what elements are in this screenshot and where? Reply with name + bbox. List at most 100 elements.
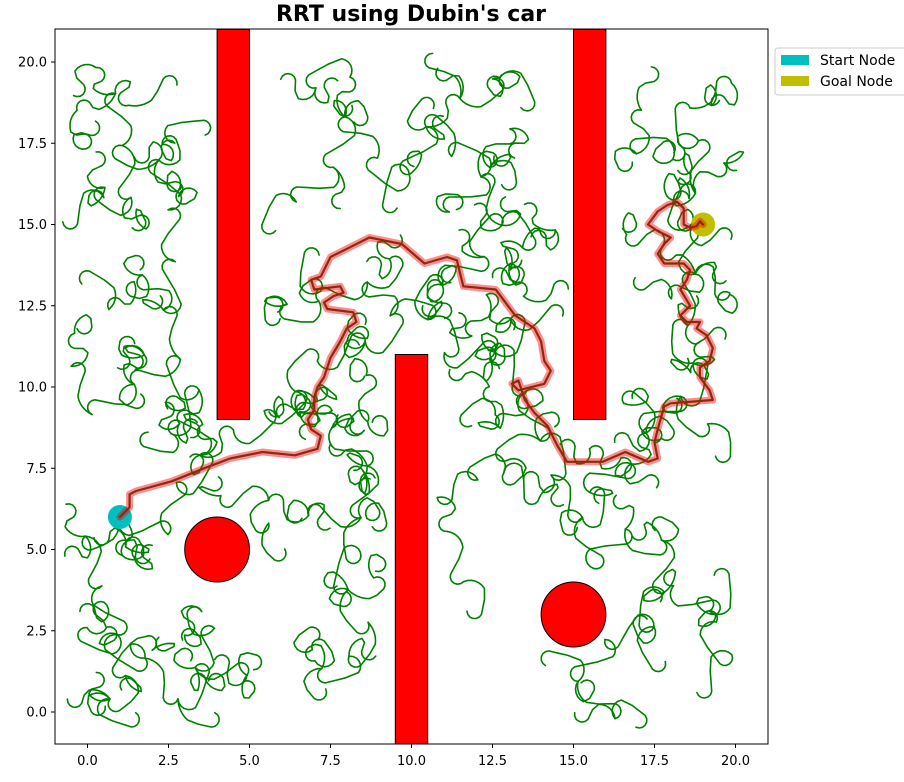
tree-branch bbox=[304, 643, 326, 670]
tree-branch bbox=[573, 703, 616, 723]
tree-branch bbox=[364, 312, 405, 355]
tree-branch bbox=[73, 313, 93, 335]
tree-branch bbox=[436, 470, 479, 506]
tree-branch bbox=[165, 354, 200, 401]
tree-branch bbox=[464, 293, 492, 337]
tree-branch bbox=[636, 625, 667, 673]
tree-branch bbox=[621, 212, 638, 236]
legend-goal-swatch bbox=[781, 76, 809, 86]
tree-branch bbox=[603, 613, 655, 651]
tree-branch bbox=[164, 395, 187, 412]
x-tick-label: 12.5 bbox=[478, 754, 507, 769]
tree-branch bbox=[482, 385, 505, 429]
tree-branch bbox=[161, 258, 182, 315]
tree-branch bbox=[88, 671, 111, 702]
tree-branch bbox=[632, 276, 673, 300]
tree-branch bbox=[133, 141, 164, 164]
tree-branch bbox=[190, 666, 206, 692]
tree-branch bbox=[120, 539, 151, 565]
tree-branch bbox=[440, 264, 458, 287]
tree-branch bbox=[458, 228, 486, 259]
tree-branch bbox=[116, 344, 146, 371]
tree-branch bbox=[118, 383, 146, 410]
tree-branch bbox=[339, 588, 370, 635]
tree-branch bbox=[180, 605, 203, 637]
tree-branch bbox=[523, 202, 557, 232]
tree-branch bbox=[96, 698, 141, 728]
tree-branch bbox=[624, 228, 666, 249]
tree-branch bbox=[477, 413, 502, 431]
tree-branch bbox=[316, 655, 362, 684]
tree-branch bbox=[299, 404, 333, 428]
tree-branch bbox=[170, 385, 200, 437]
tree-branch bbox=[588, 487, 614, 505]
tree-branch bbox=[93, 527, 127, 548]
tree-branch bbox=[64, 503, 87, 538]
tree-branch bbox=[136, 274, 173, 311]
tree-branch bbox=[158, 401, 181, 431]
tree-branch bbox=[550, 474, 584, 524]
tree-branch bbox=[623, 463, 660, 489]
tree-branch bbox=[357, 374, 378, 423]
tree-branch bbox=[706, 422, 732, 464]
tree-branch bbox=[249, 499, 270, 534]
tree-branch bbox=[77, 626, 122, 655]
x-tick-label: 17.5 bbox=[640, 754, 669, 769]
tree-branch bbox=[611, 699, 648, 729]
tree-branch bbox=[162, 305, 182, 361]
tree-branch bbox=[118, 335, 146, 359]
tree-branch bbox=[477, 150, 498, 178]
tree-branch bbox=[261, 522, 287, 562]
tree-branch bbox=[142, 294, 165, 311]
tree-branch bbox=[125, 274, 150, 300]
tree-branch bbox=[674, 101, 700, 150]
tree-branch bbox=[364, 502, 388, 532]
tree-branch bbox=[613, 431, 651, 453]
tree-branch bbox=[365, 156, 411, 192]
tree-branch bbox=[75, 92, 117, 112]
tree-branch bbox=[176, 418, 198, 444]
tree-branch bbox=[279, 72, 317, 101]
tree-branch bbox=[612, 494, 635, 530]
tree-branch bbox=[139, 431, 180, 454]
tree-branch bbox=[500, 240, 524, 265]
tree-branch bbox=[129, 358, 182, 386]
tree-branch bbox=[166, 170, 183, 193]
tree-branch bbox=[488, 153, 512, 169]
tree-branch bbox=[177, 698, 220, 728]
tree-branch bbox=[322, 116, 357, 169]
tree-branch bbox=[316, 332, 367, 371]
tree-branch bbox=[645, 415, 676, 442]
tree-branch bbox=[435, 67, 465, 100]
tree-branch bbox=[665, 177, 691, 201]
tree-branch bbox=[703, 84, 721, 107]
tree-branch bbox=[122, 354, 148, 386]
tree-branch bbox=[151, 636, 176, 652]
tree-branch bbox=[121, 196, 150, 230]
tree-branch bbox=[699, 620, 734, 667]
tree-branch bbox=[93, 186, 133, 217]
tree-branch bbox=[613, 147, 638, 173]
tree-branch bbox=[203, 672, 226, 692]
tree-branch bbox=[294, 393, 312, 419]
tree-branch bbox=[66, 688, 111, 709]
tree-branch bbox=[147, 158, 183, 211]
y-tick-label: 15.0 bbox=[18, 218, 47, 233]
tree-branch bbox=[343, 338, 367, 359]
tree-branch bbox=[331, 413, 365, 436]
tree-branch bbox=[636, 66, 660, 111]
tree-branch bbox=[503, 246, 523, 271]
tree-branch bbox=[632, 614, 657, 644]
path-line bbox=[118, 200, 714, 519]
tree-branch bbox=[307, 502, 331, 531]
tree-branch bbox=[676, 152, 693, 176]
tree-branch bbox=[436, 496, 457, 533]
tree-branch bbox=[241, 674, 256, 699]
tree-branch bbox=[585, 528, 633, 570]
tree-branch bbox=[672, 190, 697, 207]
tree-branch bbox=[72, 120, 101, 150]
y-tick-label: 20.0 bbox=[18, 56, 47, 71]
tree-branch bbox=[651, 539, 676, 595]
tree-branch bbox=[86, 151, 107, 190]
tree-branch bbox=[723, 150, 745, 172]
